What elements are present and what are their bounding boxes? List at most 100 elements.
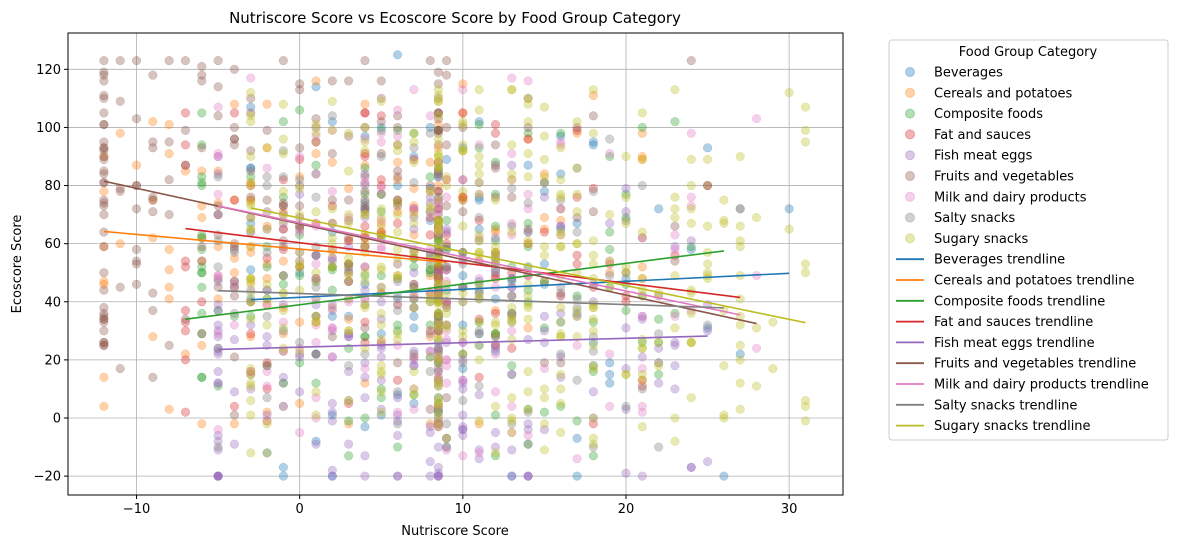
data-point xyxy=(327,96,337,106)
data-point xyxy=(262,419,272,429)
data-point xyxy=(393,416,403,426)
data-point xyxy=(360,172,370,182)
data-point xyxy=(360,300,370,310)
data-point xyxy=(278,372,288,382)
data-point xyxy=(539,178,549,188)
data-point xyxy=(474,169,484,179)
data-point xyxy=(523,366,533,377)
data-point xyxy=(131,56,142,66)
data-point xyxy=(686,288,696,298)
data-point xyxy=(344,183,354,194)
data-point xyxy=(433,125,443,135)
data-point xyxy=(278,134,288,144)
data-point xyxy=(115,96,125,106)
data-point xyxy=(344,236,354,246)
data-point xyxy=(360,146,370,156)
data-point xyxy=(507,427,517,438)
data-point xyxy=(295,189,305,199)
data-point xyxy=(278,323,288,333)
data-point xyxy=(360,131,370,141)
data-point xyxy=(523,404,533,414)
data-point xyxy=(474,233,484,243)
data-point xyxy=(327,233,337,243)
data-point xyxy=(295,343,305,353)
data-point xyxy=(311,436,321,446)
data-point xyxy=(425,128,435,138)
data-point xyxy=(409,178,419,188)
data-point xyxy=(474,230,484,240)
data-point xyxy=(311,311,321,321)
data-point xyxy=(490,401,501,411)
data-point xyxy=(637,262,647,272)
data-point xyxy=(474,178,484,188)
data-point xyxy=(588,90,598,101)
data-point xyxy=(507,311,517,321)
data-point xyxy=(311,76,321,86)
data-point xyxy=(433,166,443,176)
data-point xyxy=(360,323,370,333)
data-point xyxy=(393,273,403,284)
data-point xyxy=(458,430,468,440)
data-point xyxy=(344,259,354,269)
data-point xyxy=(393,390,403,400)
data-point xyxy=(458,364,468,374)
data-point xyxy=(295,85,305,95)
legend-marker xyxy=(905,129,915,140)
data-point xyxy=(556,242,566,252)
data-point xyxy=(393,430,403,440)
data-point xyxy=(131,114,142,124)
data-point xyxy=(433,381,443,391)
data-point xyxy=(670,323,680,333)
data-point xyxy=(441,433,452,443)
data-point xyxy=(425,294,435,304)
data-point xyxy=(490,427,501,438)
data-point xyxy=(262,125,272,135)
data-point xyxy=(376,320,386,330)
data-point xyxy=(246,320,256,330)
data-point xyxy=(670,413,680,423)
data-point xyxy=(474,314,484,324)
data-point xyxy=(474,390,484,400)
legend-entry: Composite foods xyxy=(934,107,1043,122)
data-point xyxy=(637,154,647,164)
data-point xyxy=(556,308,566,318)
data-point xyxy=(433,218,443,228)
data-point xyxy=(433,273,443,284)
data-point xyxy=(556,332,566,342)
legend-entry: Sugary snacks xyxy=(934,232,1029,247)
data-point xyxy=(433,268,443,278)
data-point xyxy=(376,218,386,228)
data-point xyxy=(99,198,109,208)
data-point xyxy=(360,108,370,118)
data-point xyxy=(588,314,598,324)
data-point xyxy=(556,349,566,359)
data-point xyxy=(213,445,223,455)
data-point xyxy=(588,361,598,371)
data-point xyxy=(751,343,762,353)
data-point xyxy=(433,151,443,162)
data-point xyxy=(433,442,443,452)
data-point xyxy=(295,183,305,194)
data-point xyxy=(327,218,337,228)
data-point xyxy=(556,131,566,141)
data-point xyxy=(433,355,443,365)
data-point xyxy=(474,85,484,95)
data-point xyxy=(246,93,256,103)
data-point xyxy=(376,329,386,339)
data-point xyxy=(360,271,370,281)
data-point xyxy=(295,346,305,356)
legend-marker xyxy=(905,233,915,244)
data-point xyxy=(433,273,443,284)
data-point xyxy=(393,157,403,167)
data-point xyxy=(164,404,174,414)
data-point xyxy=(425,122,435,132)
data-point xyxy=(572,163,582,173)
data-point xyxy=(441,279,452,289)
data-point xyxy=(458,79,468,89)
data-point xyxy=(213,329,223,339)
data-point xyxy=(360,108,370,118)
data-point xyxy=(433,323,443,333)
data-point xyxy=(131,256,142,266)
data-point xyxy=(751,114,762,124)
data-point xyxy=(637,369,647,379)
